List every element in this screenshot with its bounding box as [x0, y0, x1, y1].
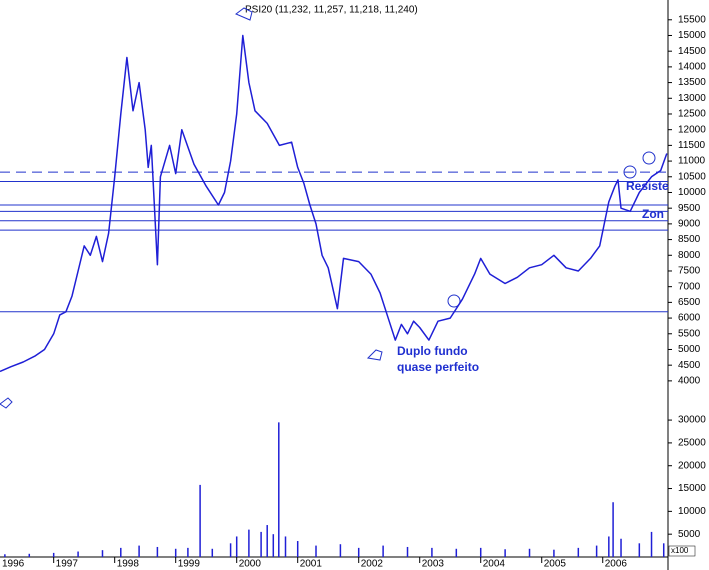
volume-bar	[235, 536, 238, 557]
volume-bar	[357, 547, 360, 557]
volume-bar	[608, 536, 610, 557]
volume-bar	[455, 548, 458, 557]
y-tick-label: 20000	[678, 460, 706, 471]
volume-bar	[528, 548, 531, 557]
volume-bar	[77, 551, 79, 557]
volume-bar	[339, 544, 342, 557]
y-tick-label: 8500	[678, 234, 701, 245]
volume-bar	[101, 550, 104, 557]
volume-bar	[662, 543, 665, 557]
y-tick-label: 5000	[678, 529, 701, 540]
volume-bar	[272, 534, 275, 557]
volume-bar	[28, 553, 31, 557]
y-tick-label: 11000	[678, 156, 706, 167]
x-tick-label: 2000	[239, 559, 262, 570]
y-tick-label: 6000	[678, 313, 701, 324]
volume-bar	[52, 552, 55, 557]
price-line	[0, 34, 668, 373]
volume-bar	[229, 543, 232, 557]
y-tick-label: 13000	[678, 93, 706, 104]
volume-bar	[138, 545, 140, 557]
x-tick-label: 1997	[56, 559, 79, 570]
chart-title: PSI20 (11,232, 11,257, 11,218, 11,240)	[245, 5, 418, 16]
unit-label: x100	[671, 546, 689, 555]
y-tick-label: 5000	[678, 344, 701, 355]
volume-bar	[431, 547, 433, 557]
volume-bar	[650, 531, 653, 557]
volume-bar	[620, 538, 622, 557]
volume-bar	[248, 529, 250, 557]
y-tick-label: 12500	[678, 109, 706, 120]
volume-bar	[612, 502, 614, 557]
volume-bar	[4, 554, 6, 557]
y-tick-label: 7000	[678, 281, 701, 292]
annotation: Zon	[642, 207, 664, 221]
volume-bar	[638, 543, 641, 557]
y-tick-label: 15000	[678, 483, 706, 494]
volume-bar	[120, 547, 122, 557]
y-tick-label: 14000	[678, 62, 706, 73]
y-tick-label: 12000	[678, 124, 706, 135]
y-tick-label: 7500	[678, 266, 701, 277]
y-tick-label: 30000	[678, 415, 706, 426]
y-tick-label: 10000	[678, 506, 706, 517]
volume-bar	[315, 545, 317, 557]
volume-bar	[284, 536, 287, 557]
volume-bar	[156, 546, 159, 557]
smiley-icon	[447, 294, 461, 308]
volume-bar	[296, 541, 299, 557]
bull-icon	[0, 397, 13, 409]
annotation: Resiste	[626, 179, 669, 193]
y-tick-label: 10000	[678, 187, 706, 198]
y-tick-label: 9500	[678, 203, 701, 214]
y-tick-label: 11500	[678, 140, 706, 151]
smiley-icon	[642, 151, 656, 165]
x-tick-label: 2006	[605, 559, 628, 570]
x-tick-label: 2001	[300, 559, 323, 570]
y-tick-label: 5500	[678, 328, 701, 339]
volume-bar	[260, 531, 262, 557]
annotation: Duplo fundo	[397, 344, 468, 358]
y-tick-label: 10500	[678, 171, 706, 182]
volume-bar	[199, 484, 201, 557]
x-tick-label: 2003	[422, 559, 445, 570]
volume-bar	[504, 549, 506, 557]
bull-icon	[366, 349, 383, 361]
y-tick-label: 15000	[678, 30, 706, 41]
x-tick-label: 2004	[483, 559, 506, 570]
volume-bar	[406, 546, 409, 557]
y-tick-label: 8000	[678, 250, 701, 261]
volume-bar	[595, 545, 598, 557]
volume-bar	[553, 549, 555, 557]
volume-bar	[382, 545, 384, 557]
volume-bar	[577, 547, 580, 557]
unit-box	[668, 545, 696, 557]
y-tick-label: 15500	[678, 14, 706, 25]
volume-bar	[479, 547, 482, 557]
volume-bar	[278, 422, 280, 557]
volume-bar	[187, 547, 189, 557]
x-tick-label: 2002	[361, 559, 384, 570]
y-tick-label: 4000	[678, 376, 701, 387]
annotation: quase perfeito	[397, 360, 479, 374]
y-tick-label: 14500	[678, 46, 706, 57]
x-tick-label: 1999	[178, 559, 201, 570]
bull-icon	[235, 7, 253, 21]
y-tick-label: 4500	[678, 360, 701, 371]
x-tick-label: 1998	[117, 559, 140, 570]
volume-bar	[174, 548, 177, 557]
x-tick-label: 1996	[2, 559, 25, 570]
x-tick-label: 2005	[544, 559, 567, 570]
y-tick-label: 25000	[678, 438, 706, 449]
y-tick-label: 9000	[678, 219, 701, 230]
y-tick-label: 6500	[678, 297, 701, 308]
volume-bar	[211, 548, 214, 557]
y-tick-label: 13500	[678, 77, 706, 88]
volume-bar	[266, 525, 268, 557]
